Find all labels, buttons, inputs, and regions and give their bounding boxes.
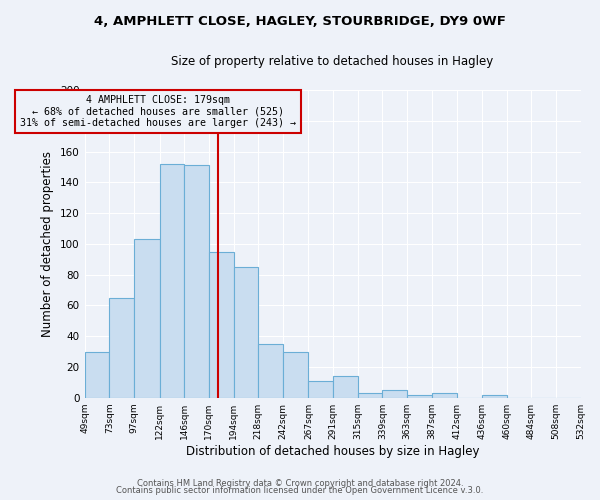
Title: Size of property relative to detached houses in Hagley: Size of property relative to detached ho… (172, 55, 494, 68)
X-axis label: Distribution of detached houses by size in Hagley: Distribution of detached houses by size … (186, 444, 479, 458)
Bar (382, 390, 407, 398)
Bar (407, 394, 431, 398)
Bar (358, 393, 382, 398)
Text: 4, AMPHLETT CLOSE, HAGLEY, STOURBRIDGE, DY9 0WF: 4, AMPHLETT CLOSE, HAGLEY, STOURBRIDGE, … (94, 15, 506, 28)
Bar (258, 344, 283, 398)
Bar (431, 393, 457, 398)
Bar (134, 239, 160, 398)
Text: Contains public sector information licensed under the Open Government Licence v.: Contains public sector information licen… (116, 486, 484, 495)
Text: 4 AMPHLETT CLOSE: 179sqm
← 68% of detached houses are smaller (525)
31% of semi-: 4 AMPHLETT CLOSE: 179sqm ← 68% of detach… (20, 94, 296, 128)
Text: Contains HM Land Registry data © Crown copyright and database right 2024.: Contains HM Land Registry data © Crown c… (137, 478, 463, 488)
Bar (308, 381, 333, 398)
Bar (333, 376, 358, 398)
Bar (233, 267, 258, 398)
Bar (109, 298, 134, 398)
Y-axis label: Number of detached properties: Number of detached properties (41, 151, 55, 337)
Bar (184, 166, 209, 398)
Bar (160, 164, 184, 398)
Bar (482, 394, 506, 398)
Bar (85, 352, 109, 398)
Bar (283, 352, 308, 398)
Bar (209, 252, 233, 398)
